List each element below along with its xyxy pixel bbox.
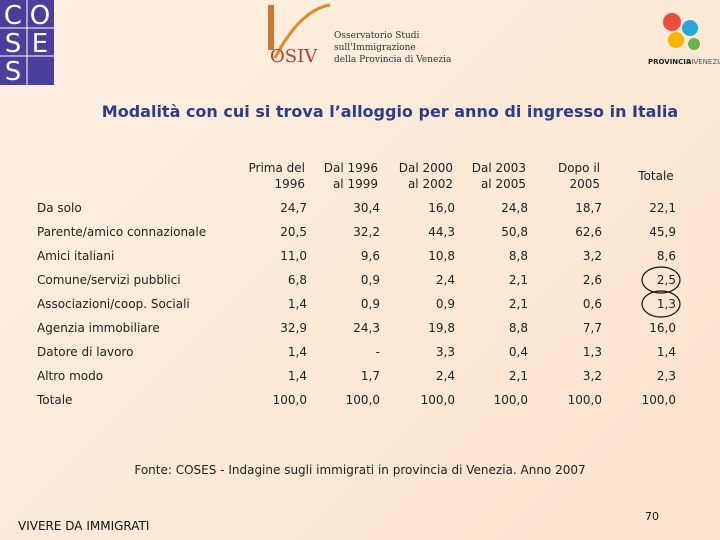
column-header: al 2002: [408, 177, 453, 191]
cell: 11,0: [280, 249, 307, 263]
cell: 2,4: [436, 369, 455, 383]
cell: 0,9: [361, 297, 380, 311]
cell: 100,0: [421, 393, 455, 407]
cell: 1,4: [288, 297, 307, 311]
cell: 16,0: [649, 321, 676, 335]
cell: 24,3: [353, 321, 380, 335]
row-label: Totale: [36, 393, 72, 407]
row-label: Comune/servizi pubblici: [37, 273, 181, 287]
coses-letter: S: [5, 29, 22, 59]
provincia-name: PROVINCIA: [648, 58, 692, 66]
footer: VIVERE DA IMMIGRATI: [18, 519, 149, 533]
slide-title: Modalità con cui si trova l’alloggio per…: [102, 102, 678, 121]
cell: 0,9: [361, 273, 380, 287]
cell: 2,6: [583, 273, 602, 287]
cell: 1,4: [288, 369, 307, 383]
cell: 16,0: [428, 201, 455, 215]
cell: 32,2: [353, 225, 380, 239]
cell: 7,7: [583, 321, 602, 335]
cell: 8,8: [509, 249, 528, 263]
row-label: Amici italiani: [37, 249, 114, 263]
row-label: Datore di lavoro: [37, 345, 133, 359]
cell: 9,6: [361, 249, 380, 263]
provincia-shape: [668, 32, 684, 48]
osiv-line: della Provincia di Venezia: [334, 55, 452, 65]
column-header: Dopo il: [558, 161, 600, 175]
osiv-line: Osservatorio Studi: [334, 31, 420, 41]
cell: 0,6: [583, 297, 602, 311]
cell: 1,7: [361, 369, 380, 383]
highlight-circle: [641, 266, 681, 294]
cell: 2,5: [657, 273, 676, 287]
cell: 100,0: [346, 393, 380, 407]
cell: 2,1: [509, 369, 528, 383]
cell: 2,1: [509, 273, 528, 287]
coses-letter: C: [4, 1, 22, 31]
cell: 1,3: [583, 345, 602, 359]
column-header: Prima del: [249, 161, 305, 175]
cell: 50,8: [501, 225, 528, 239]
cell: 1,4: [288, 345, 307, 359]
osiv-mark: OSIV: [270, 46, 318, 67]
page-number: 70: [645, 510, 659, 523]
column-header: Dal 2000: [399, 161, 453, 175]
provincia-shape: [688, 38, 700, 50]
provincia-name: DIVENEZIA: [686, 58, 720, 66]
cell: 8,8: [509, 321, 528, 335]
cell: 2,3: [657, 369, 676, 383]
osiv-line: sull'Immigrazione: [334, 43, 416, 53]
cell: -: [376, 345, 380, 359]
cell: 6,8: [288, 273, 307, 287]
provincia-shape: [682, 20, 698, 36]
row-label: Altro modo: [37, 369, 103, 383]
row-label: Associazioni/coop. Sociali: [37, 297, 190, 311]
cell: 45,9: [649, 225, 676, 239]
cell: 2,4: [436, 273, 455, 287]
coses-letter: E: [32, 29, 48, 59]
cell: 30,4: [353, 201, 380, 215]
cell: 2,1: [509, 297, 528, 311]
row-label: Da solo: [37, 201, 82, 215]
row-label: Agenzia immobiliare: [37, 321, 160, 335]
column-header: Totale: [637, 169, 673, 183]
cell: 24,7: [280, 201, 307, 215]
cell: 18,7: [575, 201, 602, 215]
coses-letter: S: [5, 57, 22, 87]
column-header: al 2005: [481, 177, 526, 191]
cell: 100,0: [642, 393, 676, 407]
highlight-circle: [641, 290, 681, 318]
cell: 24,8: [501, 201, 528, 215]
cell: 19,8: [428, 321, 455, 335]
column-header: Dal 2003: [472, 161, 526, 175]
cell: 0,4: [509, 345, 528, 359]
cell: 100,0: [273, 393, 307, 407]
cell: 22,1: [649, 201, 676, 215]
cell: 10,8: [428, 249, 455, 263]
cell: 62,6: [575, 225, 602, 239]
column-header: 2005: [569, 177, 600, 191]
cell: 32,9: [280, 321, 307, 335]
column-header: Dal 1996: [324, 161, 378, 175]
cell: 0,9: [436, 297, 455, 311]
provincia-shape: [663, 13, 681, 31]
osiv-swoosh: [273, 3, 331, 59]
cell: 100,0: [494, 393, 528, 407]
column-header: al 1999: [333, 177, 378, 191]
cell: 3,3: [436, 345, 455, 359]
cell: 1,3: [657, 297, 676, 311]
osiv-bar: [268, 5, 274, 50]
coses-letter: O: [30, 1, 50, 31]
cell: 8,6: [657, 249, 676, 263]
cell: 100,0: [568, 393, 602, 407]
row-label: Parente/amico connazionale: [37, 225, 206, 239]
cell: 3,2: [583, 369, 602, 383]
column-header: 1996: [274, 177, 305, 191]
cell: 20,5: [280, 225, 307, 239]
cell: 44,3: [428, 225, 455, 239]
cell: 1,4: [657, 345, 676, 359]
source-note: Fonte: COSES - Indagine sugli immigrati …: [134, 463, 585, 477]
cell: 3,2: [583, 249, 602, 263]
